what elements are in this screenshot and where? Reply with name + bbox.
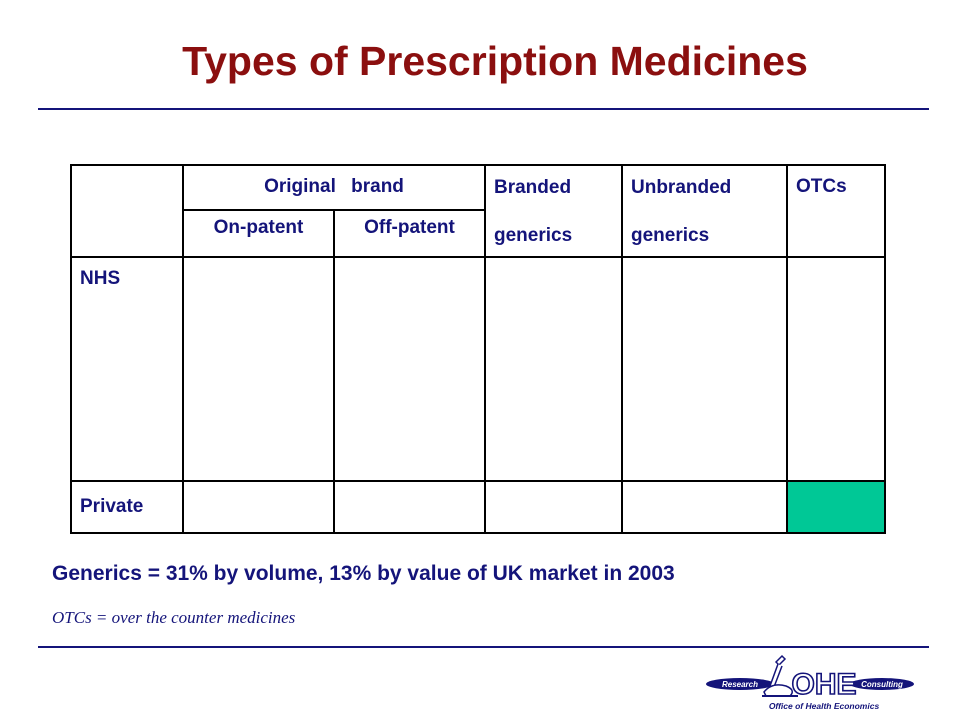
ohe-logo: Research Consulting OHE Office of Health… (706, 654, 914, 711)
slide-title: Types of Prescription Medicines (182, 38, 808, 84)
table-row-private: Private (70, 480, 886, 534)
logo-consulting-label: Consulting (861, 680, 903, 689)
bottom-divider (38, 646, 929, 648)
table-header-row: Original brand Branded generics Unbrande… (70, 164, 886, 258)
cell-nhs-branded-generics (484, 256, 623, 482)
top-divider (38, 108, 929, 110)
cell-private-off-patent (333, 480, 486, 534)
logo-right-banner (850, 678, 914, 690)
header-unbranded-line1: Unbranded (631, 177, 732, 198)
cell-private-on-patent (182, 480, 335, 534)
cell-nhs-on-patent (182, 256, 335, 482)
logo-research-label: Research (722, 680, 758, 689)
cell-nhs-off-patent (333, 256, 486, 482)
header-branded-line2: generics (494, 225, 573, 246)
cell-nhs-unbranded-generics (621, 256, 788, 482)
header-original-brand: Original brand (182, 164, 486, 211)
header-off-patent: Off-patent (333, 208, 486, 259)
header-otcs: OTCs (786, 164, 886, 258)
header-unbranded-generics: Unbranded generics (621, 164, 788, 258)
cell-private-branded-generics (484, 480, 623, 534)
row-label-nhs: NHS (70, 256, 184, 482)
row-label-private: Private (70, 480, 184, 534)
corner-cell (70, 164, 184, 258)
header-branded-generics: Branded generics (484, 164, 623, 258)
cell-private-otcs-highlighted (786, 480, 886, 534)
header-branded-line1: Branded (494, 177, 572, 198)
logo-left-banner (706, 678, 774, 690)
logo-ohe-wordmark: OHE (791, 668, 856, 701)
header-on-patent: On-patent (182, 208, 335, 259)
otc-definition-note: OTCs = over the counter medicines (52, 608, 296, 627)
logo-subtitle: Office of Health Economics (769, 701, 880, 711)
table-row-nhs: NHS (70, 256, 886, 482)
table-subheader-row: On-patent Off-patent (71, 208, 885, 259)
microscope-icon (762, 654, 798, 697)
medicine-types-table: Original brand Branded generics Unbrande… (70, 164, 886, 534)
header-unbranded-line2: generics (631, 225, 710, 246)
cell-private-unbranded-generics (621, 480, 788, 534)
cell-nhs-otcs (786, 256, 886, 482)
generics-market-note: Generics = 31% by volume, 13% by value o… (52, 562, 675, 585)
